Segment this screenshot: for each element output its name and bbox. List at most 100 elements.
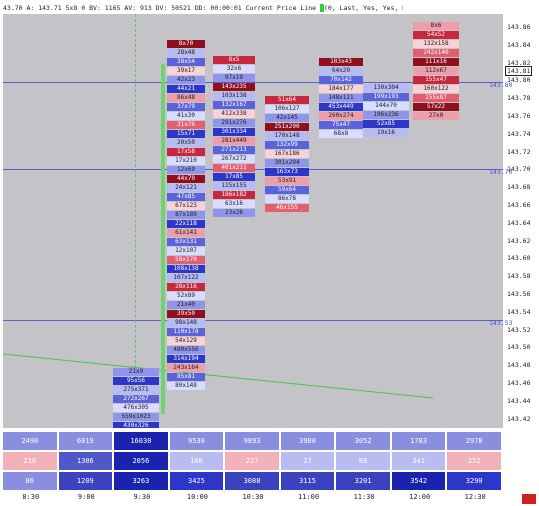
volume-cell: 27: [280, 452, 335, 470]
footprint-cell-930: 28x116: [167, 283, 205, 291]
footprint-cell-930: 31x76: [167, 121, 205, 129]
price-tick: 143.72: [507, 147, 531, 156]
current-price-marker: 143.81: [505, 66, 533, 76]
footprint-cell-930: 38x54: [167, 58, 205, 66]
footprint-cell-1030: 301x294: [265, 159, 309, 167]
footprint-cell-930-low: 476x305: [113, 404, 159, 412]
volume-cell: 3088: [225, 472, 279, 490]
time-tick: 9:00: [77, 493, 95, 501]
price-tick: 143.42: [507, 414, 531, 423]
footprint-cell-1030: 59x64: [265, 186, 309, 194]
volume-cell: 100: [169, 452, 224, 470]
footprint-cell-1000: 186x182: [213, 191, 255, 199]
footprint-cell-1100: 103x43: [319, 58, 363, 66]
footprint-cell-930: 17x58: [167, 148, 205, 156]
volume-cell: 341: [391, 452, 446, 470]
footprint-cell-1000: 267x272: [213, 155, 255, 163]
time-tick: 10:30: [242, 493, 264, 501]
footprint-cell-1000: 401x211: [213, 164, 255, 172]
footprint-cell-930: 17x210: [167, 157, 205, 165]
session-divider-line: [135, 14, 136, 428]
volume-cell: 3115: [280, 472, 335, 490]
footprint-cell-1200: 132x158: [413, 40, 459, 48]
price-axis[interactable]: 143.86 143.84 143.82 143.80 143.78 143.76 143.…: [489, 14, 539, 428]
time-tick: 9:30: [133, 493, 151, 501]
footprint-cell-1130: 144x70: [363, 102, 409, 110]
price-level-line: [3, 320, 503, 321]
price-tick: 143.50: [507, 343, 531, 352]
footprint-cell-1000: 143x235: [213, 83, 255, 91]
trendline: [3, 353, 434, 399]
footprint-cell-930: 44x70: [167, 175, 205, 183]
footprint-cell-1100: 64x29: [319, 67, 363, 75]
price-level-line: [3, 82, 503, 83]
footprint-cell-930: 87x189: [167, 211, 205, 219]
footprint-cell-930: 37x79: [167, 103, 205, 111]
price-tick: 143.46: [507, 379, 531, 387]
footprint-cell-1030: 163x73: [265, 168, 309, 176]
time-tick: 12:00: [409, 493, 431, 501]
price-tick: 143.74: [507, 129, 531, 138]
footprint-cell-930: 98x148: [167, 319, 205, 327]
volume-cell: 1306: [58, 452, 113, 470]
footprint-cell-1200: 155x87: [413, 94, 459, 102]
price-tick: 143.84: [507, 40, 531, 49]
time-tick: 12:30: [464, 493, 486, 501]
price-tick: 143.52: [507, 325, 531, 334]
footprint-cell-930: 12x69: [167, 166, 205, 174]
time-tick: 11:30: [353, 493, 375, 501]
price-tick: 143.76: [507, 112, 531, 120]
volume-cell: 252: [447, 452, 501, 470]
footprint-cell-1000: 8x5: [213, 56, 255, 64]
volume-cell: 227: [225, 452, 279, 470]
footprint-cell-930: 12x107: [167, 247, 205, 255]
price-tick: 143.66: [507, 201, 531, 209]
footprint-cell-1130: 52x85: [363, 120, 409, 128]
footprint-cell-1000: 271x213: [213, 146, 255, 154]
footprint-cell-930: 80x148: [167, 382, 205, 390]
price-level-label: 143.53: [489, 319, 513, 327]
footprint-cell-930: 52x89: [167, 292, 205, 300]
price-range-bar: [161, 64, 165, 414]
price-tick: 143.64: [507, 218, 531, 227]
price-tick: 143.78: [507, 94, 531, 103]
footprint-cell-930-low: 430x326: [113, 422, 159, 428]
price-tick: 143.68: [507, 183, 531, 192]
footprint-cell-1030: 46x155: [265, 204, 309, 212]
indicator-header-params: (0, Last, Yes, Yes, No, 10, 0): [324, 4, 403, 12]
footprint-cell-1200: 8x6: [413, 22, 459, 30]
footprint-cell-1100: 184x177: [319, 85, 363, 93]
volume-cell: 88: [336, 452, 390, 470]
price-tick: 143.60: [507, 254, 531, 263]
footprint-cell-930: 107x122: [167, 274, 205, 282]
volume-cell: 3980: [280, 432, 335, 450]
volume-cell: 1783: [391, 432, 446, 450]
footprint-cell-930: 24x121: [167, 184, 205, 192]
footprint-cell-1200: 112x67: [413, 67, 459, 75]
price-tick: 143.44: [507, 396, 531, 405]
time-axis[interactable]: 8:30 9:00 9:30 10:00 10:30 11:00 11:30 12:00 12:…: [3, 493, 503, 505]
footprint-cell-930-low: 559x1023: [113, 413, 159, 421]
footprint-cell-1030: 42x145: [265, 114, 309, 122]
footprint-cell-1000: 103x138: [213, 92, 255, 100]
footprint-cell-1030: 86x78: [265, 195, 309, 203]
footprint-cell-1000: 23x26: [213, 209, 255, 217]
footprint-cell-930: 86x48: [167, 94, 205, 102]
volume-cell: 3201: [336, 472, 390, 490]
footprint-cell-1100: 148x121: [319, 94, 363, 102]
footprint-cell-1100: 260x274: [319, 112, 363, 120]
footprint-cell-1000: 132x167: [213, 101, 255, 109]
footprint-cell-1200: 54x52: [413, 31, 459, 39]
footprint-cell-930: 28x48: [167, 49, 205, 57]
price-tick: 143.48: [507, 361, 531, 370]
footprint-cell-930: 15x71: [167, 130, 205, 138]
footprint-cell-930-low: 272x267: [113, 395, 159, 403]
footprint-cell-1130: 196x236: [363, 111, 409, 119]
footprint-cell-1000: 412x338: [213, 110, 255, 118]
footprint-cell-930: 47x85: [167, 193, 205, 201]
volume-cell: 3542: [391, 472, 446, 490]
volume-cell: 2978: [447, 432, 501, 450]
footprint-plot-area[interactable]: 8x70 28x48 38x54 39x17 42x23 44x21 86x48 37x79 4…: [3, 14, 503, 428]
footprint-cell-930: 110x178: [167, 328, 205, 336]
footprint-cell-1200: 27x0: [413, 112, 459, 120]
